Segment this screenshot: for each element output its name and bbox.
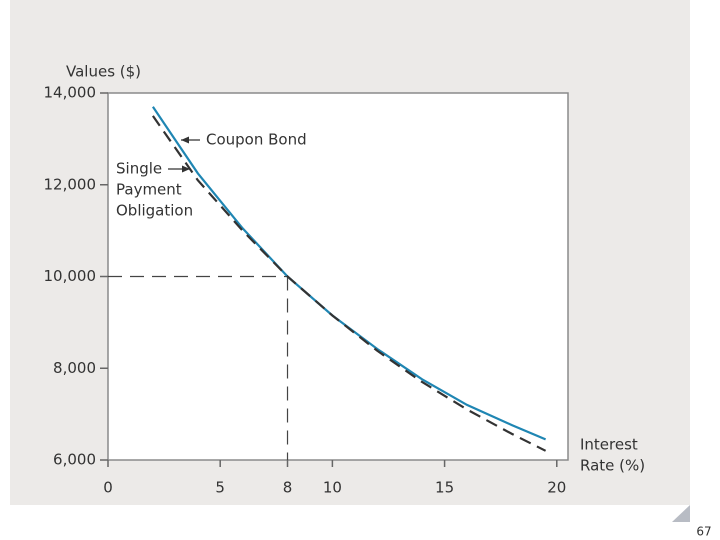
page-number: 67	[696, 525, 711, 539]
y-tick-label: 14,000	[44, 84, 97, 102]
x-axis-label: Rate (%)	[580, 457, 645, 475]
series-line	[151, 115, 547, 452]
annotation: Single	[116, 160, 162, 178]
x-tick-label: 10	[323, 479, 342, 497]
annotation: Coupon Bond	[206, 131, 307, 149]
y-tick-label: 10,000	[44, 267, 97, 285]
x-tick-label: 20	[547, 479, 566, 497]
y-tick-label: 12,000	[44, 175, 97, 193]
corner-decoration	[672, 505, 690, 522]
annotation: Payment	[116, 181, 182, 199]
arrow-head	[181, 136, 189, 144]
y-tick-label: 6,000	[53, 451, 96, 469]
y-tick-label: 8,000	[53, 359, 96, 377]
x-tick-label: 0	[103, 479, 113, 497]
arrow-head	[182, 165, 190, 173]
x-axis-label: Interest	[580, 436, 638, 454]
x-tick-label: 15	[435, 479, 454, 497]
x-tick-label: 8	[283, 479, 293, 497]
y-axis-label: Values ($)	[66, 63, 141, 81]
annotation: Obligation	[116, 202, 193, 220]
x-tick-label: 5	[215, 479, 225, 497]
series-line	[151, 106, 547, 441]
